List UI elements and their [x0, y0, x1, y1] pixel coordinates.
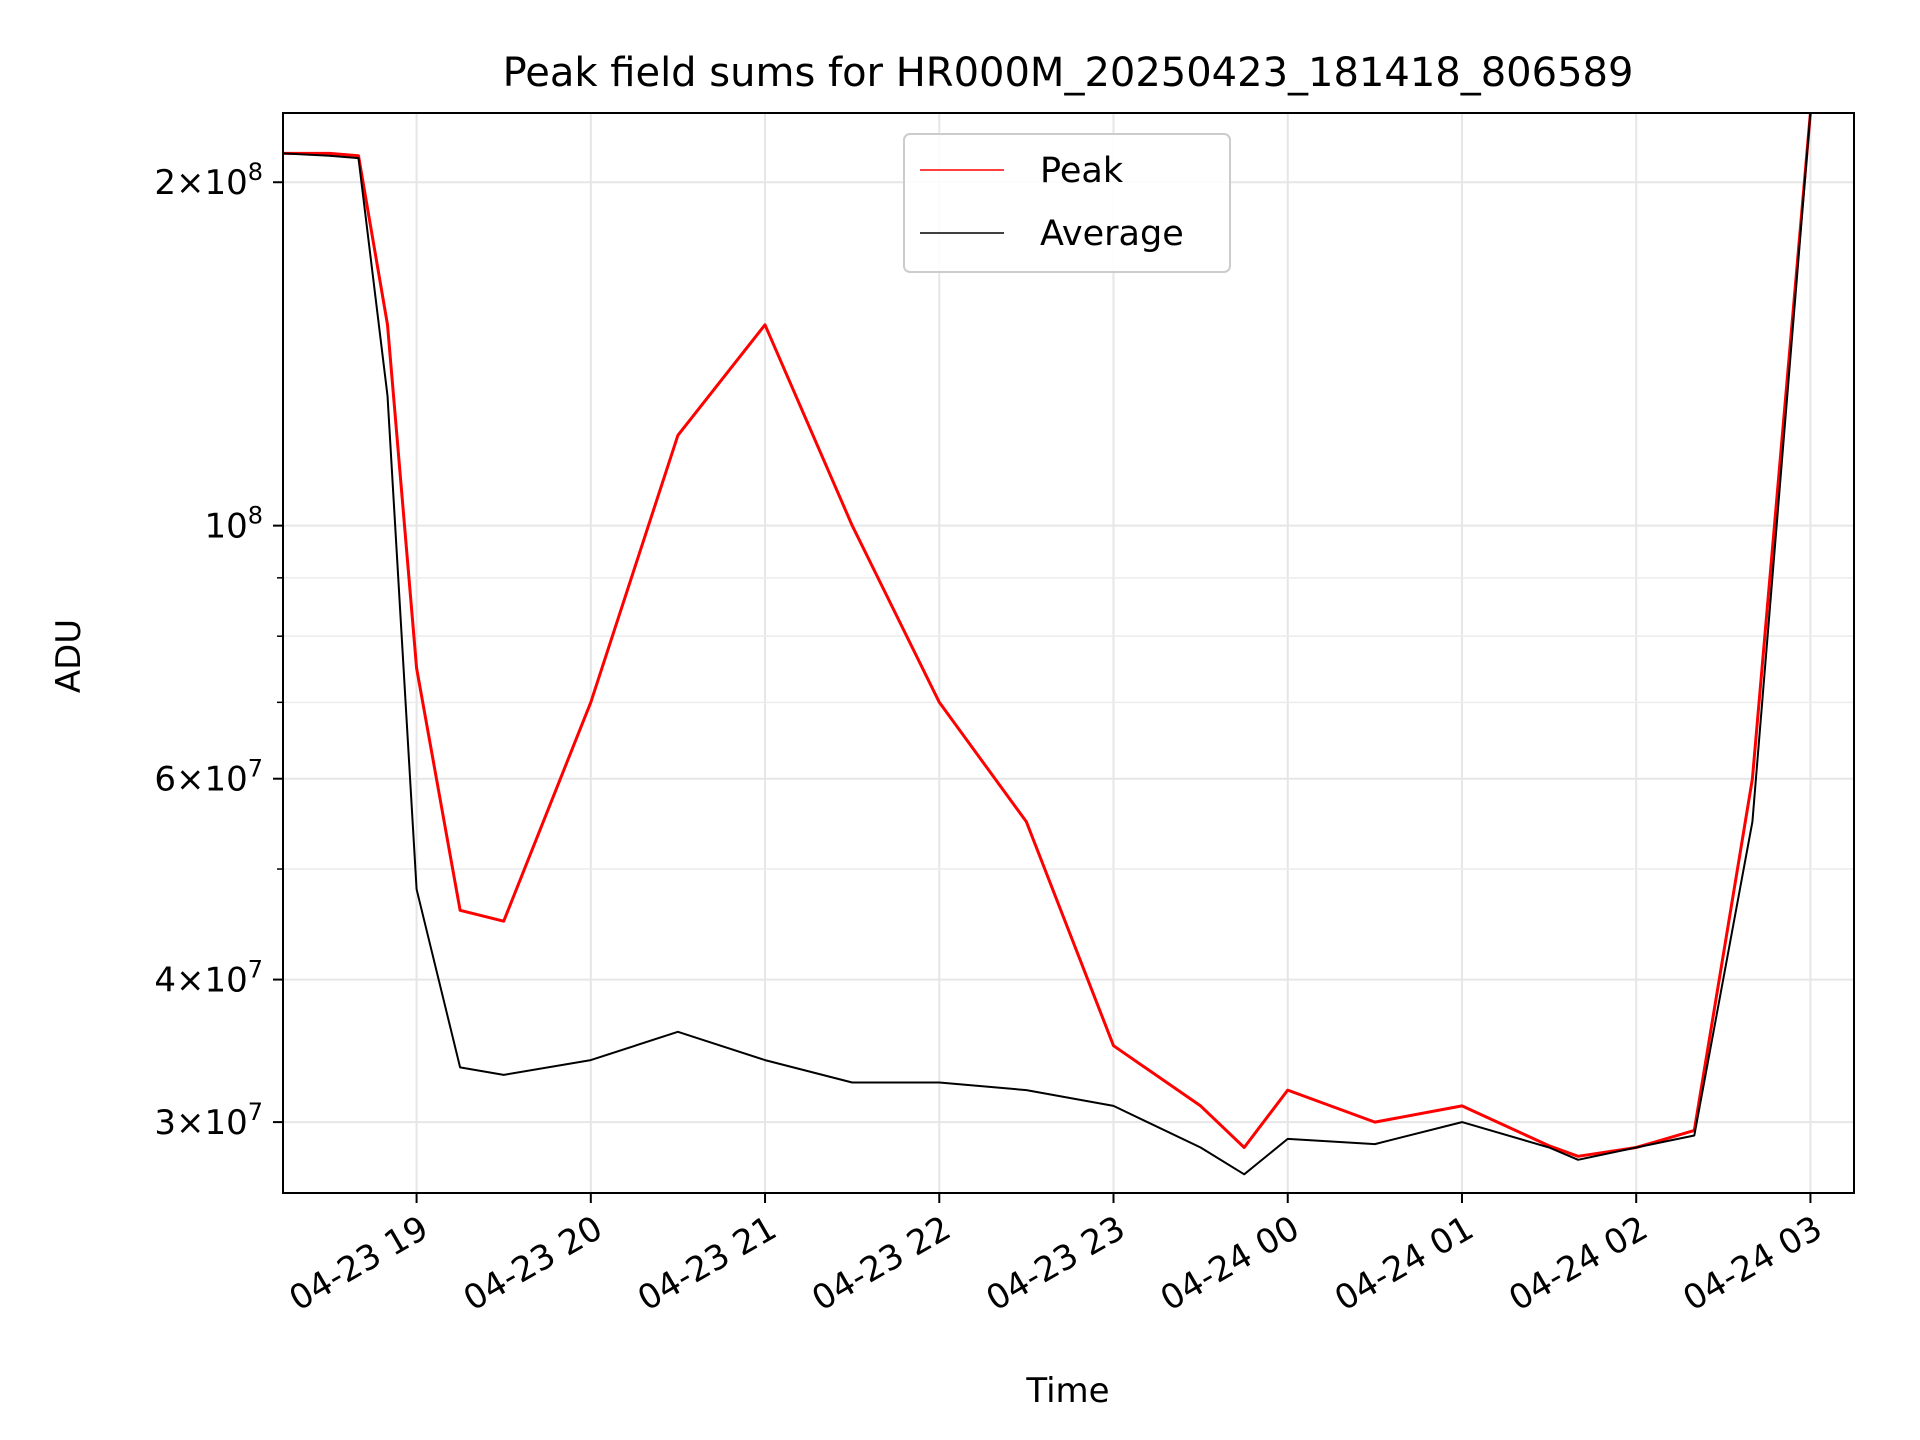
y-axis-label: ADU [49, 619, 89, 693]
legend-label-peak: Peak [1040, 151, 1124, 191]
y-tick-label: 2×108 [154, 158, 263, 203]
legend-label-average: Average [1040, 214, 1184, 254]
y-tick-label: 6×107 [154, 755, 263, 800]
series-layer [283, 113, 1812, 1176]
series-line-peak [283, 113, 1812, 1158]
legend: Peak Average [903, 133, 1231, 273]
y-tick-label: 108 [204, 502, 263, 547]
legend-box [903, 133, 1231, 273]
x-axis-label: Time [1025, 1371, 1109, 1411]
y-tick-label: 4×107 [154, 956, 263, 1001]
y-tick-label: 3×107 [154, 1098, 263, 1143]
plot-frame [282, 112, 1855, 1194]
series-line-average [283, 113, 1812, 1176]
chart-title: Peak field sums for HR000M_20250423_1814… [503, 50, 1634, 96]
